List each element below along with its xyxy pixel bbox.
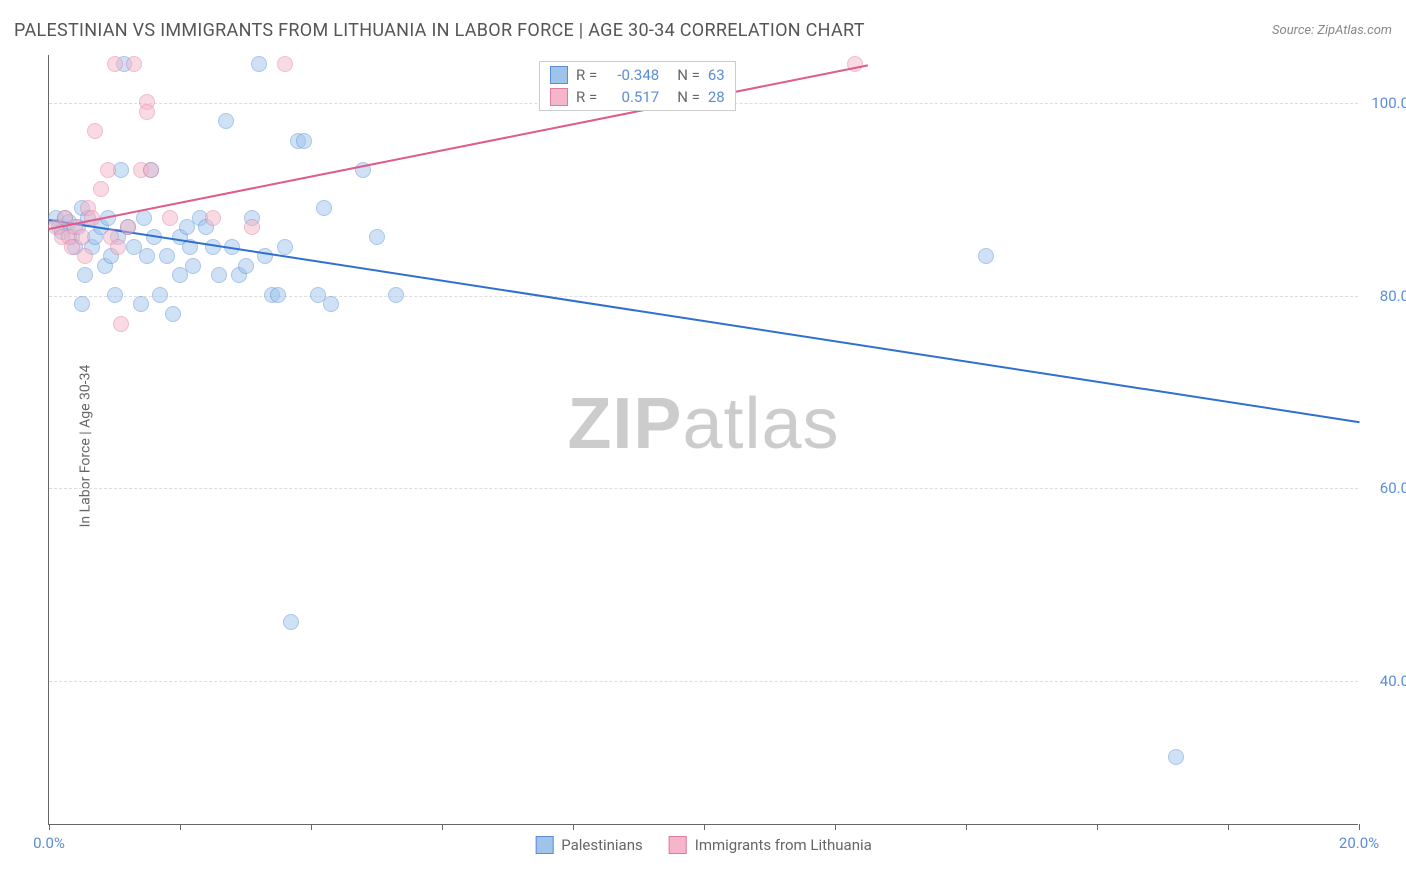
legend-item: Palestinians xyxy=(535,836,643,854)
data-point xyxy=(107,287,123,303)
legend-swatch xyxy=(550,66,568,84)
x-tick xyxy=(1097,824,1098,830)
n-label: N = xyxy=(677,66,700,84)
x-tick xyxy=(442,824,443,830)
r-value: -0.348 xyxy=(605,66,659,84)
data-point xyxy=(74,296,90,312)
n-value: 28 xyxy=(708,88,725,106)
series-legend: Palestinians Immigrants from Lithuania xyxy=(535,836,872,854)
data-point xyxy=(93,181,109,197)
data-point xyxy=(139,248,155,264)
data-point xyxy=(1168,749,1184,765)
data-point xyxy=(323,296,339,312)
n-label: N = xyxy=(677,88,700,106)
data-point xyxy=(316,200,332,216)
r-label: R = xyxy=(576,66,597,84)
data-point xyxy=(205,210,221,226)
correlation-legend-row: R = -0.348 N = 63 xyxy=(540,64,735,86)
data-point xyxy=(120,219,136,235)
plot-area: ZIPatlas 40.0%60.0%80.0%100.0%0.0%20.0%R… xyxy=(48,55,1358,825)
data-point xyxy=(283,614,299,630)
data-point xyxy=(165,306,181,322)
y-tick-label: 100.0% xyxy=(1371,94,1406,112)
data-point xyxy=(77,248,93,264)
legend-label: Immigrants from Lithuania xyxy=(695,836,872,854)
x-tick-label: 0.0% xyxy=(33,834,65,852)
data-point xyxy=(185,258,201,274)
data-point xyxy=(277,239,293,255)
data-point xyxy=(77,267,93,283)
watermark-bold: ZIP xyxy=(567,384,682,464)
data-point xyxy=(133,296,149,312)
gridline xyxy=(49,296,1358,297)
data-point xyxy=(270,287,286,303)
data-point xyxy=(159,248,175,264)
data-point xyxy=(251,56,267,72)
legend-swatch xyxy=(550,88,568,106)
data-point xyxy=(296,133,312,149)
x-tick xyxy=(573,824,574,830)
r-value: 0.517 xyxy=(605,88,659,106)
trend-line xyxy=(49,219,1359,423)
y-tick-label: 60.0% xyxy=(1380,479,1406,497)
gridline xyxy=(49,681,1358,682)
data-point xyxy=(369,229,385,245)
x-tick xyxy=(1228,824,1229,830)
x-tick xyxy=(180,824,181,830)
legend-swatch xyxy=(669,836,687,854)
gridline xyxy=(49,488,1358,489)
data-point xyxy=(162,210,178,226)
x-tick-label: 20.0% xyxy=(1339,834,1379,852)
title-bar: PALESTINIAN VS IMMIGRANTS FROM LITHUANIA… xyxy=(14,20,1392,41)
x-tick xyxy=(704,824,705,830)
data-point xyxy=(143,162,159,178)
correlation-legend: R = -0.348 N = 63 R = 0.517 N = 28 xyxy=(539,61,736,111)
watermark: ZIPatlas xyxy=(567,383,839,465)
data-point xyxy=(126,56,142,72)
data-point xyxy=(110,239,126,255)
data-point xyxy=(277,56,293,72)
x-tick xyxy=(835,824,836,830)
data-point xyxy=(87,123,103,139)
n-value: 63 xyxy=(708,66,725,84)
legend-swatch xyxy=(535,836,553,854)
data-point xyxy=(113,316,129,332)
trend-line xyxy=(49,65,868,231)
data-point xyxy=(74,229,90,245)
x-tick xyxy=(1359,824,1360,830)
chart-title: PALESTINIAN VS IMMIGRANTS FROM LITHUANIA… xyxy=(14,20,865,41)
legend-item: Immigrants from Lithuania xyxy=(669,836,872,854)
data-point xyxy=(978,248,994,264)
data-point xyxy=(139,104,155,120)
y-tick-label: 80.0% xyxy=(1380,287,1406,305)
r-label: R = xyxy=(576,88,597,106)
x-tick xyxy=(966,824,967,830)
correlation-legend-row: R = 0.517 N = 28 xyxy=(540,86,735,108)
data-point xyxy=(218,113,234,129)
legend-label: Palestinians xyxy=(561,836,643,854)
data-point xyxy=(107,56,123,72)
data-point xyxy=(100,162,116,178)
source-label: Source: ZipAtlas.com xyxy=(1272,23,1392,38)
y-tick-label: 40.0% xyxy=(1380,672,1406,690)
x-tick xyxy=(49,824,50,830)
data-point xyxy=(152,287,168,303)
data-point xyxy=(211,267,227,283)
data-point xyxy=(388,287,404,303)
x-tick xyxy=(311,824,312,830)
data-point xyxy=(244,219,260,235)
watermark-light: atlas xyxy=(682,384,839,464)
data-point xyxy=(238,258,254,274)
